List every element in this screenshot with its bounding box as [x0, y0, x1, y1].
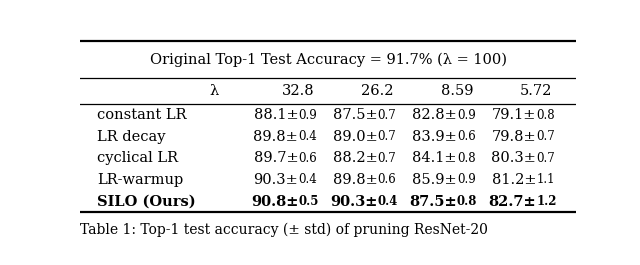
Text: 83.9±: 83.9±: [412, 130, 457, 144]
Text: 89.7±: 89.7±: [253, 151, 298, 165]
Text: 8.59: 8.59: [441, 84, 473, 98]
Text: 0.8: 0.8: [457, 195, 477, 208]
Text: 5.72: 5.72: [520, 84, 552, 98]
Text: 84.1±: 84.1±: [412, 151, 457, 165]
Text: Table 1: Top-1 test accuracy (± std) of pruning ResNet-20: Table 1: Top-1 test accuracy (± std) of …: [80, 223, 488, 237]
Text: 90.8±: 90.8±: [251, 195, 298, 209]
Text: 82.8±: 82.8±: [412, 108, 457, 122]
Text: 32.8: 32.8: [282, 84, 314, 98]
Text: 1.1: 1.1: [536, 173, 555, 187]
Text: 0.6: 0.6: [298, 152, 317, 165]
Text: 0.4: 0.4: [298, 173, 317, 187]
Text: 0.4: 0.4: [378, 195, 398, 208]
Text: 79.8±: 79.8±: [492, 130, 536, 144]
Text: 79.1±: 79.1±: [492, 108, 536, 122]
Text: 80.3±: 80.3±: [492, 151, 536, 165]
Text: LR decay: LR decay: [97, 130, 166, 144]
Text: 26.2: 26.2: [362, 84, 394, 98]
Text: 89.8±: 89.8±: [253, 130, 298, 144]
Text: 88.2±: 88.2±: [333, 151, 378, 165]
Text: 89.0±: 89.0±: [333, 130, 378, 144]
Text: 1.2: 1.2: [536, 195, 557, 208]
Text: 88.1±: 88.1±: [253, 108, 298, 122]
Text: 0.7: 0.7: [378, 109, 396, 122]
Text: LR-warmup: LR-warmup: [97, 173, 184, 187]
Text: 0.9: 0.9: [457, 109, 476, 122]
Text: 0.7: 0.7: [536, 130, 555, 143]
Text: constant LR: constant LR: [97, 108, 187, 122]
Text: cyclical LR: cyclical LR: [97, 151, 179, 165]
Text: Original Top-1 Test Accuracy = 91.7% (λ = 100): Original Top-1 Test Accuracy = 91.7% (λ …: [150, 52, 506, 67]
Text: 0.7: 0.7: [536, 152, 555, 165]
Text: 89.8±: 89.8±: [333, 173, 378, 187]
Text: 0.4: 0.4: [298, 130, 317, 143]
Text: 87.5±: 87.5±: [410, 195, 457, 209]
Text: 0.7: 0.7: [378, 152, 396, 165]
Text: 90.3±: 90.3±: [330, 195, 378, 209]
Text: 0.6: 0.6: [457, 130, 476, 143]
Text: λ: λ: [209, 84, 218, 98]
Text: 90.3±: 90.3±: [253, 173, 298, 187]
Text: 82.7±: 82.7±: [489, 195, 536, 209]
Text: 0.5: 0.5: [298, 195, 319, 208]
Text: 0.6: 0.6: [378, 173, 396, 187]
Text: 0.7: 0.7: [378, 130, 396, 143]
Text: 0.8: 0.8: [457, 152, 476, 165]
Text: 87.5±: 87.5±: [333, 108, 378, 122]
Text: 85.9±: 85.9±: [412, 173, 457, 187]
Text: 0.8: 0.8: [536, 109, 555, 122]
Text: SILO (Ours): SILO (Ours): [97, 195, 196, 209]
Text: 0.9: 0.9: [298, 109, 317, 122]
Text: 81.2±: 81.2±: [492, 173, 536, 187]
Text: 0.9: 0.9: [457, 173, 476, 187]
